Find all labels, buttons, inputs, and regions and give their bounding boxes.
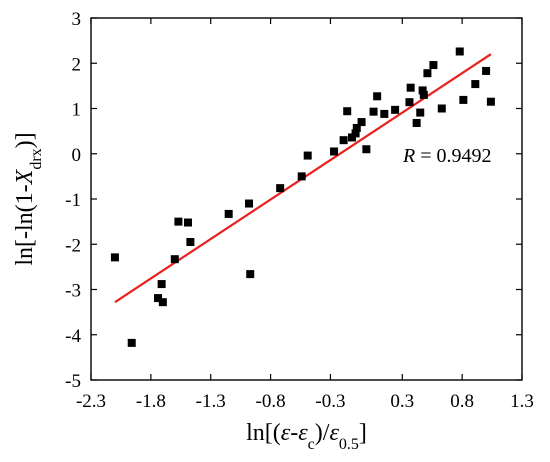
- x-axis-title-epsilon: ε: [298, 420, 308, 446]
- data-point: [127, 338, 136, 347]
- data-point: [347, 133, 356, 142]
- x-tick-label: 0.8: [450, 391, 474, 412]
- data-point: [170, 255, 179, 264]
- data-point: [471, 80, 480, 89]
- data-point: [183, 218, 192, 227]
- data-point: [245, 199, 254, 208]
- x-tick-label: -0.3: [315, 391, 345, 412]
- y-axis-tick-labels: -5 -4 -3 -2 -1 0 1 2 3: [65, 9, 81, 392]
- x-axis-title-epsilon: ε: [281, 420, 291, 446]
- r-annotation-var: R: [402, 145, 415, 167]
- x-axis-tick-labels: -2.3 -1.8 -1.3 -0.8 -0.3 0.3 0.8 1.3: [76, 391, 534, 412]
- data-point: [369, 107, 378, 116]
- data-point: [459, 95, 468, 104]
- data-point: [416, 108, 425, 117]
- y-tick-label: -4: [65, 326, 81, 347]
- x-axis-title-part: ln[(: [246, 420, 281, 446]
- data-point: [343, 107, 352, 116]
- data-point: [352, 123, 361, 132]
- data-point: [391, 105, 400, 114]
- data-point: [482, 66, 491, 75]
- y-axis-title: ln[-ln(1-Xdrx)]: [12, 132, 45, 265]
- y-tick-label: 1: [72, 100, 82, 121]
- x-axis-title-subscript: c: [308, 436, 315, 453]
- y-tick-label: 2: [72, 54, 82, 75]
- x-axis-title-epsilon: ε: [329, 420, 339, 446]
- y-tick-label: -3: [65, 281, 81, 302]
- data-point: [405, 98, 414, 107]
- y-tick-label: 3: [72, 9, 82, 30]
- x-axis-ticks: [90, 18, 523, 380]
- y-axis-title-var: X: [12, 168, 38, 185]
- y-axis-title-subscript: drx: [28, 148, 45, 169]
- y-tick-label: -1: [65, 190, 81, 211]
- r-annotation: R = 0.9492: [402, 145, 492, 167]
- data-point: [486, 97, 495, 106]
- x-tick-label: -0.8: [256, 391, 286, 412]
- data-point: [158, 298, 167, 307]
- y-tick-label: 0: [72, 145, 82, 166]
- y-axis-title-part: ln[-ln(1-: [12, 184, 38, 265]
- y-axis-ticks: [91, 17, 522, 381]
- data-point: [419, 90, 428, 99]
- y-tick-label: -5: [65, 371, 81, 392]
- data-point: [373, 92, 382, 101]
- x-tick-label: -1.3: [196, 391, 226, 412]
- data-point: [423, 69, 432, 78]
- data-point: [418, 86, 427, 95]
- x-axis-title-subscript: 0.5: [339, 436, 359, 453]
- x-axis-title-part: -: [290, 420, 298, 446]
- data-point: [154, 294, 163, 303]
- plot-frame: [90, 17, 523, 381]
- data-point: [412, 118, 421, 127]
- data-point: [437, 104, 446, 113]
- data-point: [357, 118, 366, 127]
- data-point: [174, 217, 183, 226]
- data-point: [246, 270, 255, 279]
- x-tick-label: -1.8: [136, 391, 166, 412]
- r-annotation-value: = 0.9492: [415, 145, 491, 167]
- x-axis-title: ln[(ε-εc)/ε0.5]: [246, 420, 367, 453]
- data-point: [330, 147, 339, 156]
- x-axis-title-part: ]: [359, 420, 367, 446]
- x-tick-label: -2.3: [76, 391, 106, 412]
- data-point: [406, 83, 415, 92]
- data-points: [110, 47, 495, 347]
- data-point: [110, 253, 119, 262]
- data-point: [339, 136, 348, 145]
- data-point: [362, 145, 371, 154]
- data-point: [276, 184, 285, 193]
- y-axis-title-part: )]: [12, 132, 38, 148]
- data-point: [455, 47, 464, 56]
- data-point: [297, 172, 306, 181]
- data-point: [351, 129, 360, 138]
- data-point: [303, 151, 312, 160]
- data-point: [186, 237, 195, 246]
- x-tick-label: 0.3: [390, 391, 414, 412]
- y-tick-label: -2: [65, 235, 81, 256]
- data-point: [429, 61, 438, 70]
- data-point: [157, 280, 166, 289]
- x-axis-title-part: )/: [315, 420, 330, 446]
- data-point: [224, 209, 233, 218]
- data-point: [380, 109, 389, 118]
- x-tick-label: 1.3: [510, 391, 534, 412]
